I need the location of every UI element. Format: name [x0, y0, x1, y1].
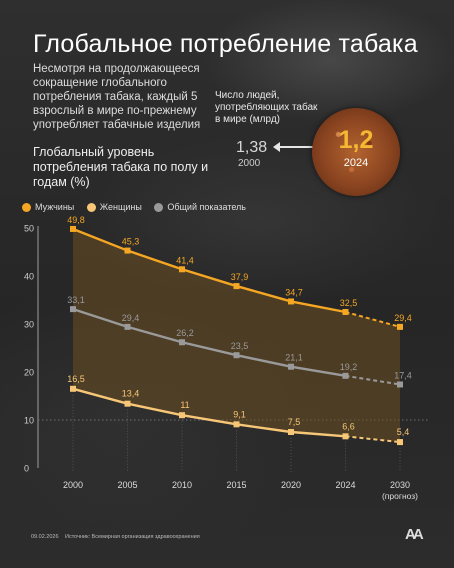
series-line-women — [72, 387, 346, 438]
data-label-women: 11 — [180, 400, 189, 410]
data-label-total: 17,4 — [394, 370, 412, 380]
stat-previous-value: 1,38 — [236, 139, 268, 156]
legend-label-men: Мужчины — [35, 202, 75, 212]
y-tick-label: 40 — [24, 272, 34, 282]
series-forecast-line-men — [345, 311, 401, 328]
data-point-women — [288, 429, 294, 435]
data-point-women — [342, 433, 349, 440]
data-point-total — [288, 363, 294, 370]
y-tick-label: 0 — [24, 464, 29, 474]
data-point-women — [179, 412, 185, 419]
data-point-women — [397, 439, 403, 446]
data-point-men — [70, 225, 76, 232]
legend-item-total: Общий показатель — [154, 202, 246, 212]
y-tick-label: 30 — [24, 320, 34, 330]
legend-label-total: Общий показатель — [167, 202, 246, 212]
chart-legend: Мужчины Женщины Общий показатель — [22, 202, 256, 214]
x-tick-label: 2030 — [390, 480, 410, 490]
data-point-men — [288, 298, 294, 305]
legend-label-women: Женщины — [99, 202, 142, 212]
series-forecast-line-women — [345, 435, 401, 444]
series-line-men — [72, 227, 346, 314]
data-point-men — [342, 309, 349, 315]
data-point-total — [233, 352, 240, 359]
data-label-total: 29,4 — [122, 313, 140, 323]
data-point-total — [397, 381, 403, 388]
x-tick-sublabel: (прогноз) — [382, 491, 418, 501]
x-tick-label: 2010 — [172, 480, 192, 490]
data-point-total — [70, 306, 76, 313]
data-label-women: 9,1 — [233, 409, 246, 419]
stat-current-value: 1,2 — [338, 126, 374, 154]
agency-logo: AA — [405, 526, 424, 543]
legend-item-women: Женщины — [86, 202, 142, 212]
data-label-total: 33,1 — [67, 295, 85, 305]
data-point-men — [124, 247, 131, 254]
data-label-women: 6,6 — [342, 421, 355, 431]
data-point-total — [124, 323, 131, 330]
chart-subtitle: Глобальный уровень потребления табака по… — [33, 145, 209, 189]
data-point-women — [124, 400, 131, 407]
tobacco-pile-image — [312, 108, 400, 196]
x-tick-label: 2020 — [281, 480, 301, 490]
y-tick-label: 10 — [24, 416, 34, 426]
stat-current-year: 2024 — [343, 157, 369, 169]
data-label-total: 21,1 — [285, 353, 303, 363]
data-label-men: 34,7 — [285, 287, 303, 297]
x-tick-label: 2000 — [63, 480, 83, 490]
data-point-men — [179, 266, 185, 273]
data-label-men: 49,8 — [67, 215, 85, 225]
data-label-women: 7,5 — [288, 417, 301, 427]
x-tick-label: 2005 — [117, 480, 137, 490]
data-label-total: 23,5 — [231, 341, 249, 351]
arrow-left-icon — [273, 142, 317, 152]
intro-text: Несмотря на продолжающееся сокращение гл… — [33, 63, 201, 131]
legend-swatch-total — [154, 202, 164, 212]
series-line-total — [72, 307, 346, 378]
y-tick-label: 50 — [24, 224, 34, 234]
data-label-men: 29,4 — [394, 313, 412, 323]
series-forecast-line-total — [345, 374, 401, 386]
x-tick-label: 2024 — [335, 480, 355, 490]
x-tick-label: 2015 — [226, 480, 246, 490]
footer-source: Источник: Всемирная организация здравоох… — [65, 534, 200, 540]
data-point-men — [233, 283, 240, 290]
legend-item-men: Мужчины — [22, 202, 74, 212]
page-title: Глобальное потребление табака — [33, 30, 418, 58]
y-tick-label: 20 — [24, 368, 34, 378]
data-point-women — [70, 385, 76, 392]
legend-swatch-women — [86, 202, 96, 212]
data-label-women: 5,4 — [397, 427, 410, 437]
data-label-total: 26,2 — [176, 328, 194, 338]
data-label-total: 19,2 — [340, 362, 358, 372]
data-label-women: 16,5 — [67, 374, 85, 384]
data-label-men: 32,5 — [340, 298, 358, 308]
footer-date: 09.02.2026 — [31, 534, 59, 540]
data-label-men: 45,3 — [122, 237, 140, 247]
data-point-total — [179, 339, 185, 346]
data-label-men: 41,4 — [176, 255, 194, 265]
data-point-women — [233, 421, 240, 428]
data-label-women: 13,4 — [122, 389, 140, 399]
legend-swatch-men — [22, 202, 31, 212]
data-point-total — [342, 372, 349, 379]
stat-label: Число людей, употребляющих табак в мире … — [215, 90, 318, 125]
shaded-area — [73, 228, 400, 443]
data-point-men — [397, 323, 403, 330]
stat-previous-year: 2000 — [238, 158, 261, 169]
data-label-men: 37,9 — [231, 272, 249, 282]
